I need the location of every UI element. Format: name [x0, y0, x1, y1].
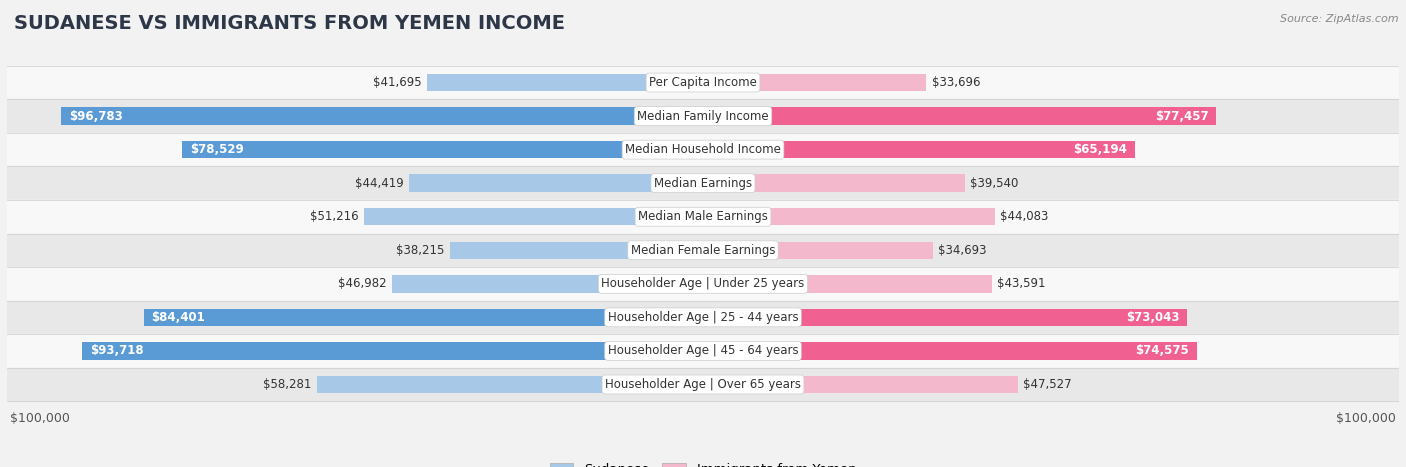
Bar [7, 133, 1399, 166]
Bar [7, 334, 1399, 368]
Text: $39,540: $39,540 [970, 177, 1019, 190]
Text: Median Family Income: Median Family Income [637, 110, 769, 122]
Bar [409, 175, 703, 192]
Text: $47,527: $47,527 [1024, 378, 1071, 391]
Bar [183, 141, 703, 158]
Text: $38,215: $38,215 [396, 244, 444, 257]
Bar [143, 309, 703, 326]
Text: $44,419: $44,419 [354, 177, 404, 190]
Bar [703, 309, 1187, 326]
Text: Householder Age | Under 25 years: Householder Age | Under 25 years [602, 277, 804, 290]
Text: Householder Age | 45 - 64 years: Householder Age | 45 - 64 years [607, 345, 799, 357]
Bar [7, 166, 1399, 200]
Bar [62, 107, 703, 125]
Text: $33,696: $33,696 [932, 76, 980, 89]
Text: Median Male Earnings: Median Male Earnings [638, 210, 768, 223]
Text: $78,529: $78,529 [190, 143, 245, 156]
Text: SUDANESE VS IMMIGRANTS FROM YEMEN INCOME: SUDANESE VS IMMIGRANTS FROM YEMEN INCOME [14, 14, 565, 33]
Bar [7, 301, 1399, 334]
Bar [703, 175, 965, 192]
Bar [703, 275, 993, 292]
Text: $58,281: $58,281 [263, 378, 311, 391]
Text: $51,216: $51,216 [309, 210, 359, 223]
Text: Median Earnings: Median Earnings [654, 177, 752, 190]
Text: $65,194: $65,194 [1073, 143, 1128, 156]
Bar [703, 74, 927, 91]
Text: $96,783: $96,783 [69, 110, 124, 122]
Text: $44,083: $44,083 [1001, 210, 1049, 223]
Bar [7, 200, 1399, 234]
Text: Per Capita Income: Per Capita Income [650, 76, 756, 89]
Text: Median Household Income: Median Household Income [626, 143, 780, 156]
Bar [7, 99, 1399, 133]
Bar [426, 74, 703, 91]
Bar [703, 107, 1216, 125]
Text: $84,401: $84,401 [152, 311, 205, 324]
Bar [7, 234, 1399, 267]
Text: $74,575: $74,575 [1136, 345, 1189, 357]
Text: Householder Age | 25 - 44 years: Householder Age | 25 - 44 years [607, 311, 799, 324]
Text: $46,982: $46,982 [337, 277, 387, 290]
Text: $77,457: $77,457 [1154, 110, 1208, 122]
Bar [703, 141, 1135, 158]
Bar [703, 342, 1198, 360]
Legend: Sudanese, Immigrants from Yemen: Sudanese, Immigrants from Yemen [550, 463, 856, 467]
Bar [364, 208, 703, 226]
Bar [703, 376, 1018, 393]
Bar [7, 368, 1399, 401]
Text: $43,591: $43,591 [997, 277, 1046, 290]
Text: $73,043: $73,043 [1126, 311, 1180, 324]
Bar [82, 342, 703, 360]
Bar [703, 208, 995, 226]
Bar [703, 241, 934, 259]
Text: $93,718: $93,718 [90, 345, 143, 357]
Bar [7, 267, 1399, 301]
Text: Source: ZipAtlas.com: Source: ZipAtlas.com [1281, 14, 1399, 24]
Text: Median Female Earnings: Median Female Earnings [631, 244, 775, 257]
Text: $34,693: $34,693 [938, 244, 987, 257]
Text: Householder Age | Over 65 years: Householder Age | Over 65 years [605, 378, 801, 391]
Bar [450, 241, 703, 259]
Text: $41,695: $41,695 [373, 76, 422, 89]
Bar [392, 275, 703, 292]
Bar [316, 376, 703, 393]
Bar [7, 66, 1399, 99]
